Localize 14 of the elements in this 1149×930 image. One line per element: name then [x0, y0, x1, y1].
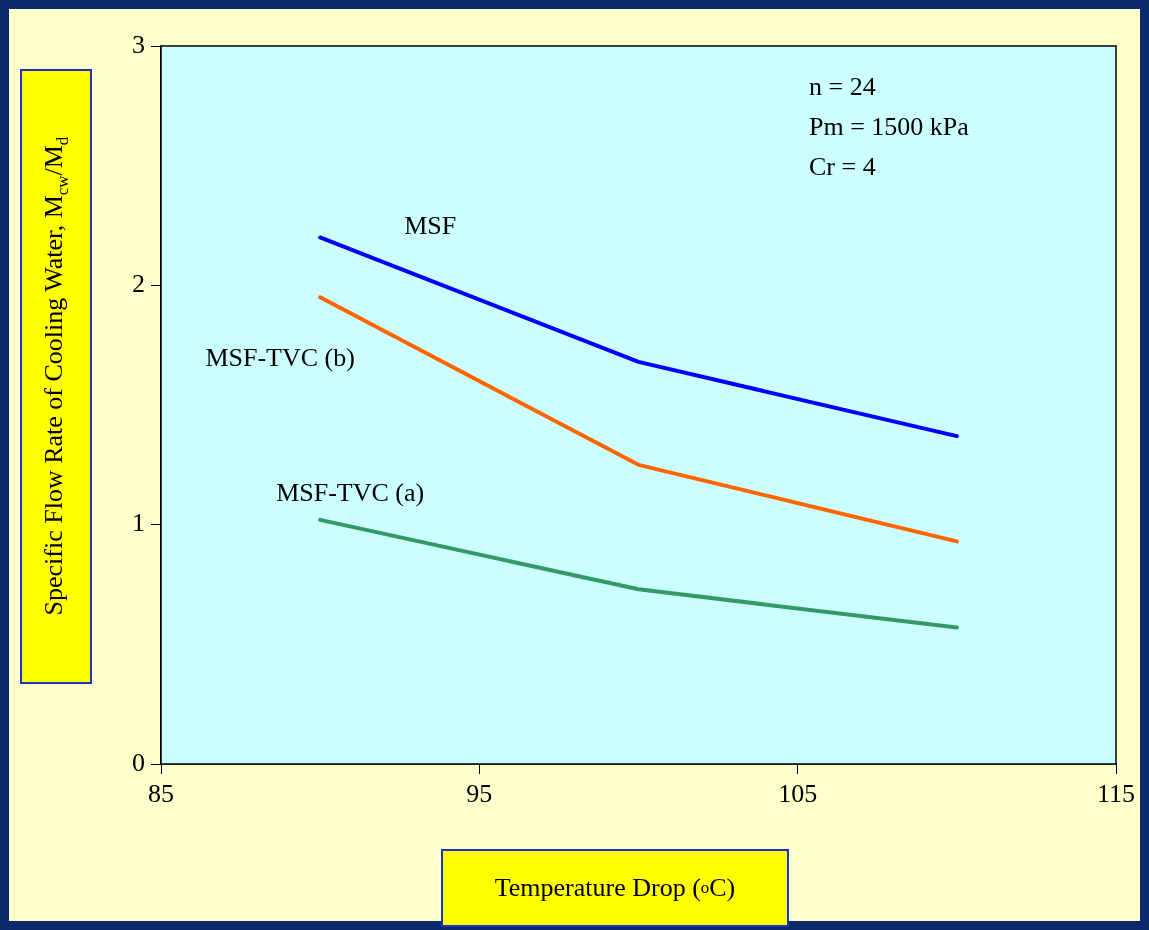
y-tick-label: 0 [132, 747, 145, 777]
series-label: MSF [404, 211, 457, 241]
series-label: MSF-TVC (b) [205, 343, 355, 373]
x-tick-label: 85 [148, 779, 174, 809]
y-tick-label: 3 [132, 29, 145, 59]
series-label: MSF-TVC (a) [276, 477, 425, 507]
y-tick-label: 1 [132, 508, 145, 538]
y-tick-label: 2 [132, 269, 145, 299]
annotation: n = 24 [809, 71, 876, 101]
annotation: Cr = 4 [809, 151, 876, 181]
x-tick-label: 105 [778, 779, 818, 809]
annotation: Pm = 1500 kPa [809, 111, 970, 141]
x-tick-label: 95 [466, 779, 493, 809]
x-tick-label: 115 [1096, 779, 1136, 809]
